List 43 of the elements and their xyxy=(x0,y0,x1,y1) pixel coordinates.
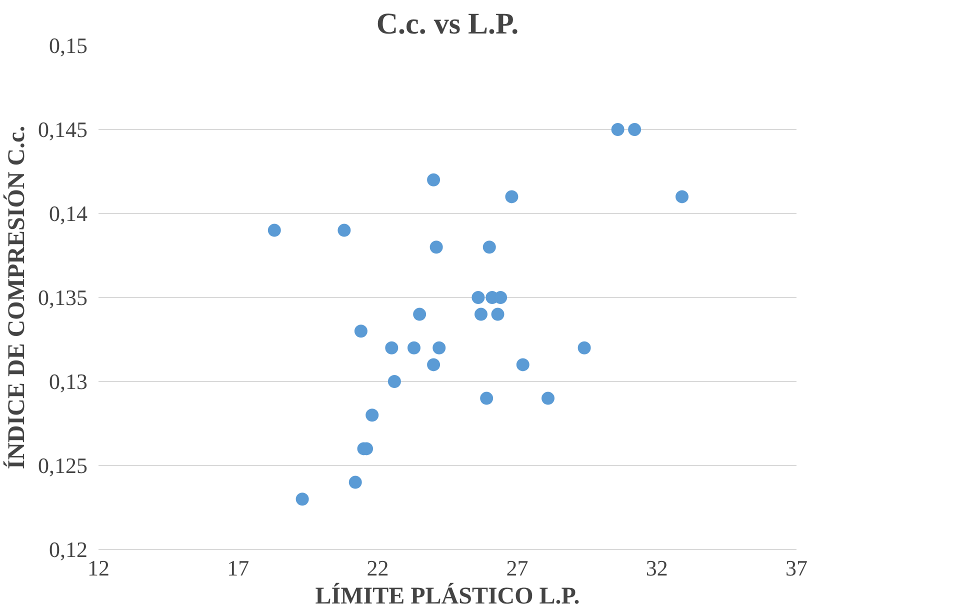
x-tick-label: 37 xyxy=(786,556,808,580)
y-tick-label: 0,13 xyxy=(49,369,88,394)
point xyxy=(427,173,440,186)
point xyxy=(491,308,504,321)
point xyxy=(628,123,642,136)
point xyxy=(388,375,401,388)
point xyxy=(480,392,494,405)
y-tick-label: 0,145 xyxy=(38,117,88,142)
point xyxy=(494,291,508,304)
point xyxy=(268,224,281,237)
x-tick-label: 27 xyxy=(506,556,528,580)
point xyxy=(542,392,555,405)
point xyxy=(354,324,368,338)
x-tick-label: 22 xyxy=(366,556,389,580)
chart-title: C.c. vs L.P. xyxy=(376,8,519,40)
point xyxy=(482,240,496,254)
point xyxy=(296,492,309,506)
point xyxy=(578,341,591,354)
point xyxy=(366,408,379,422)
x-axis-title: LÍMITE PLÁSTICO L.P. xyxy=(315,582,580,610)
y-tick-label: 0,12 xyxy=(49,537,88,562)
point xyxy=(505,190,518,204)
y-axis-title: ÍNDICE DE COMPRESIÓN C.c. xyxy=(3,126,30,470)
point xyxy=(338,224,351,237)
point xyxy=(385,341,398,354)
point xyxy=(413,308,426,321)
point xyxy=(430,240,443,254)
point xyxy=(407,341,420,354)
point xyxy=(348,476,362,489)
point xyxy=(611,123,624,136)
x-tick-label: 32 xyxy=(646,556,668,580)
x-tick-label: 17 xyxy=(227,556,250,580)
point xyxy=(472,291,485,304)
x-tick-label: 12 xyxy=(88,556,110,580)
point xyxy=(516,358,530,372)
y-tick-label: 0,14 xyxy=(49,201,88,226)
point xyxy=(474,308,488,321)
y-tick-label: 0,15 xyxy=(49,33,88,58)
point xyxy=(432,341,446,354)
y-tick-label: 0,125 xyxy=(38,453,88,478)
y-tick-label: 0,135 xyxy=(38,285,88,310)
point xyxy=(427,358,440,372)
point xyxy=(676,190,689,204)
